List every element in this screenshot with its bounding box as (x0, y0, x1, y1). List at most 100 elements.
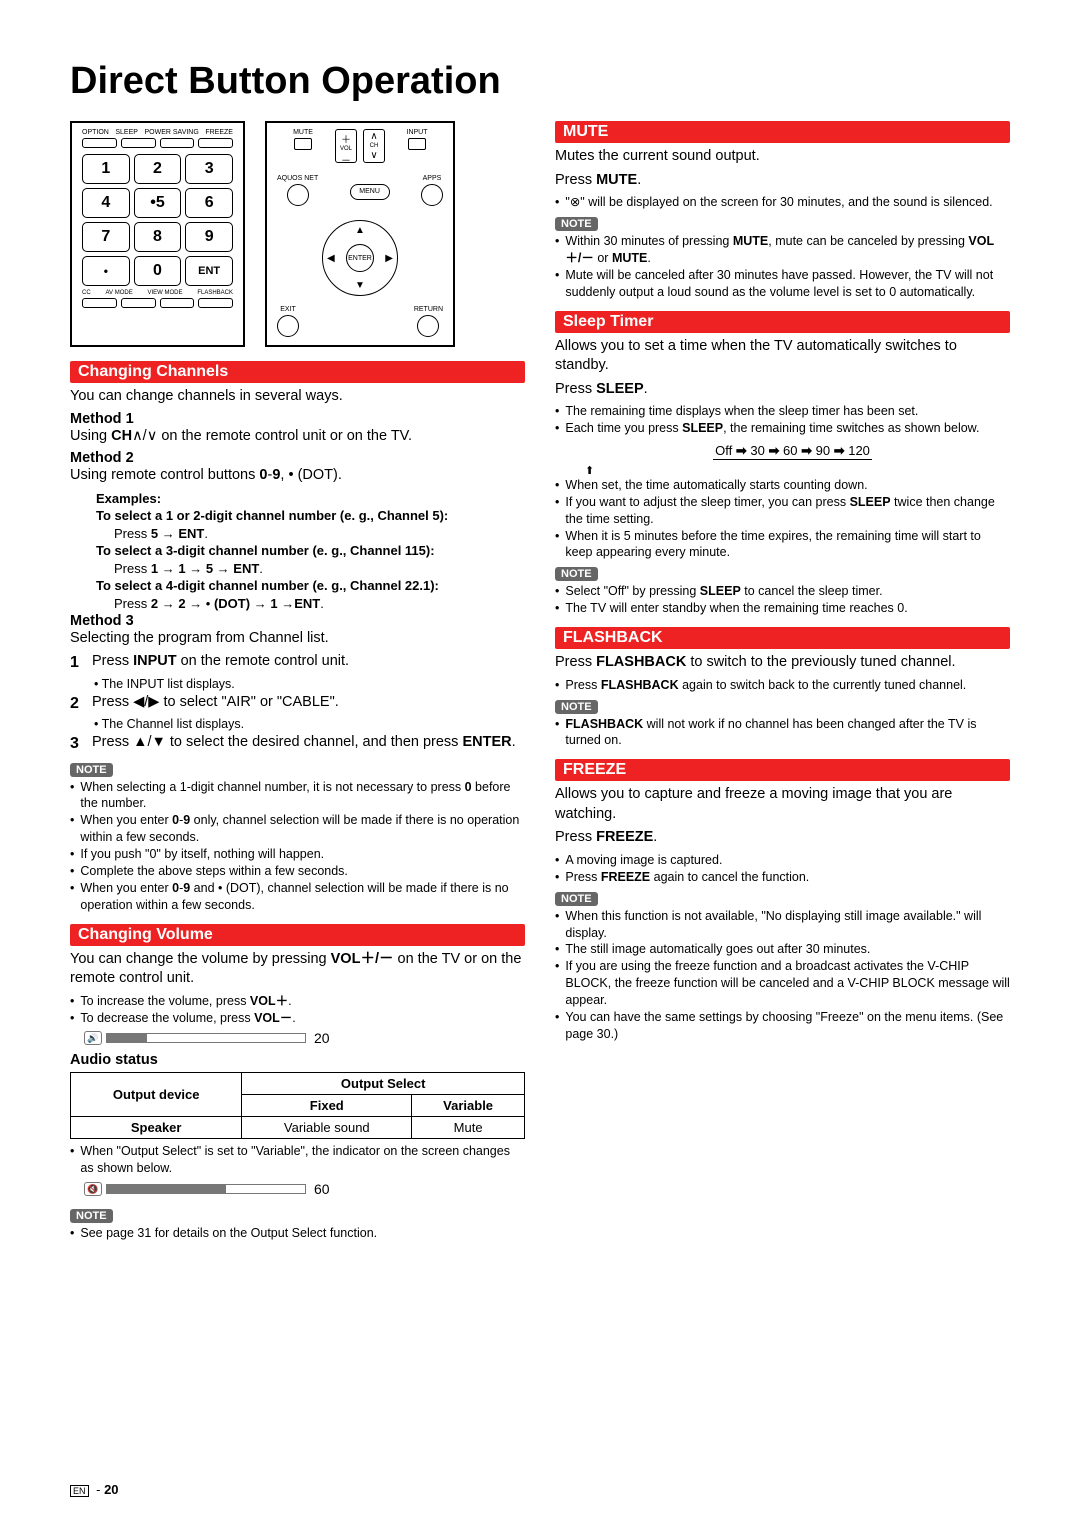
label-mute: MUTE (293, 129, 313, 136)
vol-value-20: 20 (314, 1030, 330, 1046)
note-tag-sleep: NOTE (555, 567, 598, 581)
label-input: INPUT (407, 129, 428, 136)
sleep-b5: When it is 5 minutes before the time exp… (555, 528, 1010, 562)
ch-note-1: When selecting a 1-digit channel number,… (70, 779, 525, 813)
label-viewmode: VIEW MODE (148, 290, 183, 296)
mute-b1: "⊗" will be displayed on the screen for … (555, 194, 1010, 211)
sleep-press: Press SLEEP. (555, 380, 1010, 400)
examples-label: Examples: (96, 490, 525, 508)
output-select-note: See page 31 for details on the Output Se… (70, 1225, 525, 1242)
btn-enter: ENTER (346, 244, 374, 272)
sleep-note-1: Select "Off" by pressing SLEEP to cancel… (555, 583, 1010, 600)
ex1-title: To select a 1 or 2-digit channel number … (96, 507, 525, 525)
mute-note-1: Within 30 minutes of pressing MUTE, mute… (555, 233, 1010, 267)
vol-value-60: 60 (314, 1181, 330, 1197)
label-aquos: AQUOS NET (277, 175, 318, 182)
btn-ent: ENT (185, 256, 233, 286)
btn-dot: • (82, 256, 130, 286)
ch-note-2: When you enter 0-9 only, channel selecti… (70, 812, 525, 846)
freeze-note-1: When this function is not available, "No… (555, 908, 1010, 942)
th-fixed: Fixed (242, 1095, 412, 1117)
content-columns: OPTION SLEEP POWER SAVING FREEZE 1 2 3 4… (70, 121, 1010, 1242)
method3-text: Selecting the program from Channel list. (70, 629, 525, 649)
td-fixed-val: Variable sound (242, 1117, 412, 1139)
ex3-seq: Press 2 → 2 → • (DOT) → 1 →ENT. (114, 595, 525, 613)
speaker-icon: 🔊 (84, 1031, 102, 1045)
step-2-sub: The Channel list displays. (94, 716, 525, 733)
dpad: ▲ ▼ ◀ ▶ ENTER (322, 220, 398, 296)
sleep-return-arrow: ⬆ (585, 464, 1010, 477)
freeze-note-4: You can have the same settings by choosi… (555, 1009, 1010, 1043)
ex3-title: To select a 4-digit channel number (e. g… (96, 577, 525, 595)
sleep-b2: Each time you press SLEEP, the remaining… (555, 420, 1010, 437)
freeze-press: Press FREEZE. (555, 828, 1010, 848)
step-1: 1Press INPUT on the remote control unit. (70, 652, 525, 674)
freeze-b1: A moving image is captured. (555, 852, 1010, 869)
td-variable-val: Mute (412, 1117, 525, 1139)
btn-2: 2 (134, 154, 182, 184)
remote-dpad: MUTE ＋VOL－ ∧CH∨ INPUT AQUOS NET MENU APP… (265, 121, 455, 347)
section-changing-channels: Changing Channels (70, 361, 525, 383)
ch-note-5: When you enter 0-9 and • (DOT), channel … (70, 880, 525, 914)
section-changing-volume: Changing Volume (70, 924, 525, 946)
btn-6: 6 (185, 188, 233, 218)
mute-press: Press MUTE. (555, 171, 1010, 191)
note-tag-vol: NOTE (70, 1209, 113, 1223)
label-sleep: SLEEP (115, 129, 138, 136)
label-flashback: FLASHBACK (197, 290, 233, 296)
freeze-note-3: If you are using the freeze function and… (555, 958, 1010, 1009)
remote-illustrations: OPTION SLEEP POWER SAVING FREEZE 1 2 3 4… (70, 121, 525, 347)
btn-4: 4 (82, 188, 130, 218)
speaker-mute-icon: 🔇 (84, 1182, 102, 1196)
sleep-note-2: The TV will enter standby when the remai… (555, 600, 1010, 617)
arrow-down-icon: ▼ (355, 280, 365, 291)
arrow-right-icon: ▶ (385, 253, 393, 264)
sleep-b3: When set, the time automatically starts … (555, 477, 1010, 494)
note-tag-flashback: NOTE (555, 700, 598, 714)
left-column: OPTION SLEEP POWER SAVING FREEZE 1 2 3 4… (70, 121, 525, 1242)
btn-7: 7 (82, 222, 130, 252)
vol-dec: To decrease the volume, press VOL－. (70, 1010, 525, 1027)
flashback-b1: Press FLASHBACK again to switch back to … (555, 677, 1010, 694)
freeze-b2: Press FREEZE again to cancel the functio… (555, 869, 1010, 886)
page-number: EN - 20 (70, 1482, 119, 1497)
label-power-saving: POWER SAVING (144, 129, 198, 136)
arrow-up-icon: ▲ (355, 225, 365, 236)
arrow-left-icon: ◀ (327, 253, 335, 264)
flashback-note: FLASHBACK will not work if no channel ha… (555, 716, 1010, 750)
btn-3: 3 (185, 154, 233, 184)
method1-text: Using CH∧/∨ on the remote control unit o… (70, 427, 525, 447)
sleep-b1: The remaining time displays when the sle… (555, 403, 1010, 420)
th-output-device: Output device (71, 1073, 242, 1117)
volume-indicator-1: 🔊 20 (84, 1030, 525, 1046)
btn-8: 8 (134, 222, 182, 252)
section-flashback: FLASHBACK (555, 627, 1010, 649)
flashback-intro: Press FLASHBACK to switch to the previou… (555, 653, 1010, 673)
audio-status-label: Audio status (70, 1052, 525, 1068)
ch-note-3: If you push "0" by itself, nothing will … (70, 846, 525, 863)
volume-indicator-2: 🔇 60 (84, 1181, 525, 1197)
btn-menu: MENU (350, 184, 390, 200)
label-freeze: FREEZE (205, 129, 233, 136)
vol-rocker: ＋VOL－ (335, 129, 357, 163)
variable-note: When "Output Select" is set to "Variable… (70, 1143, 525, 1177)
td-speaker: Speaker (71, 1117, 242, 1139)
audio-status-table: Output deviceOutput Select FixedVariable… (70, 1072, 525, 1139)
btn-5: •5 (134, 188, 182, 218)
section-mute: MUTE (555, 121, 1010, 143)
section-freeze: FREEZE (555, 759, 1010, 781)
mute-note-2: Mute will be canceled after 30 minutes h… (555, 267, 1010, 301)
method1-label: Method 1 (70, 411, 525, 427)
ch-note-4: Complete the above steps within a few se… (70, 863, 525, 880)
step-1-sub: The INPUT list displays. (94, 676, 525, 693)
note-tag: NOTE (70, 763, 113, 777)
note-tag-mute: NOTE (555, 217, 598, 231)
label-option: OPTION (82, 129, 109, 136)
label-avmode: AV MODE (105, 290, 132, 296)
th-output-select: Output Select (242, 1073, 525, 1095)
label-apps: APPS (423, 175, 442, 182)
step-2: 2Press ◀/▶ to select "AIR" or "CABLE". (70, 693, 525, 715)
sleep-intro: Allows you to set a time when the TV aut… (555, 337, 1010, 376)
changing-channels-intro: You can change channels in several ways. (70, 387, 525, 407)
section-sleep: Sleep Timer (555, 311, 1010, 333)
